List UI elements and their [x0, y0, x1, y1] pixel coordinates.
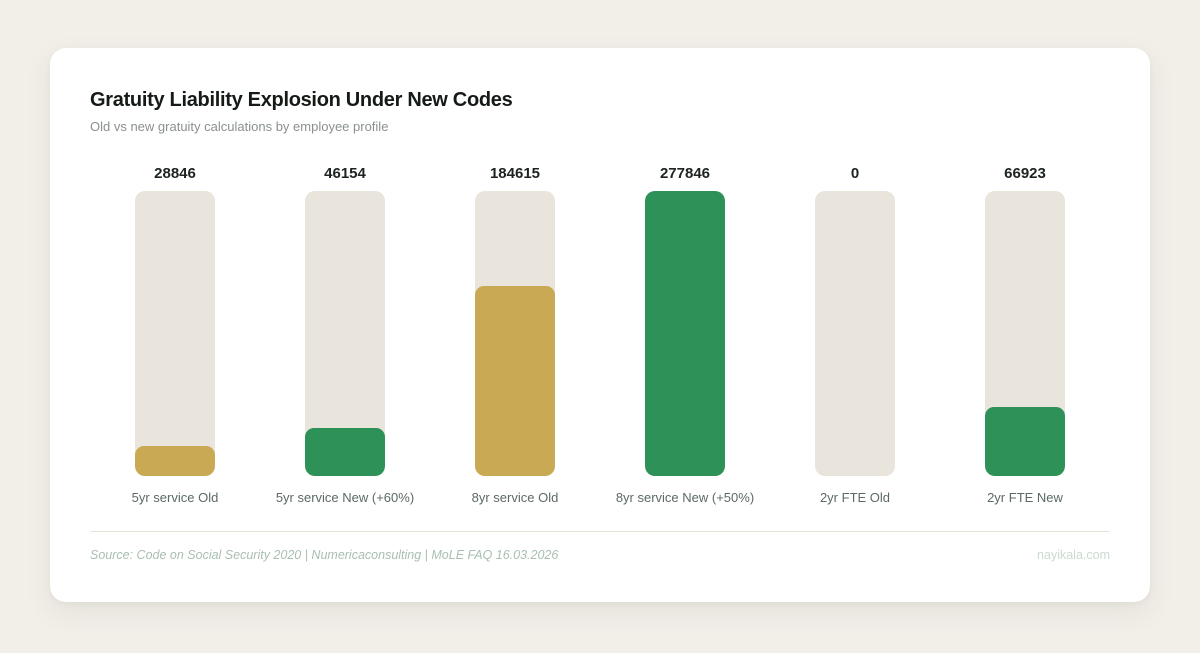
bar-track — [645, 190, 725, 476]
bar-label: 8yr service New (+50%) — [615, 489, 755, 505]
chart-card: Gratuity Liability Explosion Under New C… — [50, 48, 1150, 602]
bar-fill — [305, 428, 385, 476]
chart-title: Gratuity Liability Explosion Under New C… — [90, 89, 513, 111]
bar-fill — [135, 445, 215, 476]
watermark: nayikala.com — [1037, 548, 1110, 563]
bar-label: 5yr service New (+60%) — [275, 489, 415, 505]
bar-label: 2yr FTE New — [987, 489, 1063, 505]
bar-track — [985, 190, 1065, 476]
bar-track — [135, 190, 215, 476]
bar-label: 8yr service Old — [471, 489, 559, 505]
bar-track — [815, 190, 895, 476]
bar-column: 184615 8yr service Old — [430, 165, 600, 505]
bar-value: 66923 — [1004, 165, 1046, 182]
bar-value: 28846 — [154, 165, 196, 182]
source-note: Source: Code on Social Security 2020 | N… — [90, 548, 559, 563]
bar-value: 46154 — [324, 165, 366, 182]
bar-value: 277846 — [659, 165, 711, 182]
bar-track — [305, 190, 385, 476]
bar-label: 5yr service Old — [131, 489, 219, 505]
bar-column: 66923 2yr FTE New — [940, 165, 1110, 505]
bar-fill — [475, 286, 555, 476]
bar-value: 0 — [850, 165, 860, 182]
bar-track — [475, 190, 555, 476]
bar-column: 28846 5yr service Old — [90, 165, 260, 505]
bar-column: 277846 8yr service New (+50%) — [600, 165, 770, 505]
bar-label: 2yr FTE Old — [819, 489, 891, 505]
bar-fill — [645, 190, 725, 476]
bar-chart: 28846 5yr service Old 46154 5yr service … — [90, 165, 1110, 505]
footer-divider — [90, 531, 1110, 533]
bar-column: 46154 5yr service New (+60%) — [260, 165, 430, 505]
bar-value: 184615 — [489, 165, 541, 182]
chart-subtitle: Old vs new gratuity calculations by empl… — [90, 119, 389, 134]
bar-column: 0 2yr FTE Old — [770, 165, 940, 505]
footer: Source: Code on Social Security 2020 | N… — [90, 548, 1110, 562]
bar-fill — [985, 406, 1065, 476]
